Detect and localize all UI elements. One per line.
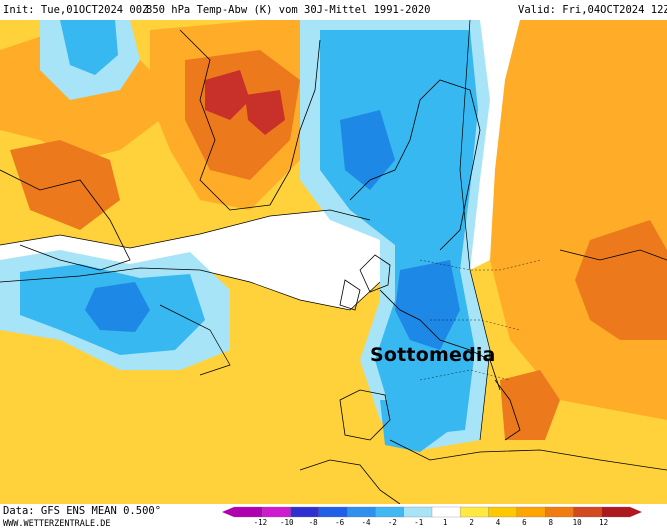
colorbar-cell [601, 506, 631, 518]
cold-iberia [380, 400, 450, 452]
cold-atlantic-trough-core [85, 282, 150, 332]
zero-contours [0, 20, 491, 441]
colorbar-tick-label: -6 [335, 518, 345, 527]
colorbar-tick-label: 8 [548, 518, 554, 527]
colorbar-cell [544, 506, 574, 518]
colorbar-cell [573, 506, 603, 518]
colorbar-cell [488, 506, 518, 518]
colorbar-cell [375, 506, 405, 518]
colorbar-cell [460, 506, 490, 518]
warm-russia-strong [575, 220, 667, 340]
colorbar-tick-label: 12 [599, 518, 609, 527]
colorbar-max-arrow [630, 507, 642, 517]
colorbar-tick-label: -2 [387, 518, 397, 527]
warm-canada [10, 140, 120, 230]
chart-title: 850 hPa Temp-Abw (K) vom 30J-Mittel 1991… [146, 4, 431, 16]
colorbar-tick-label: -4 [361, 518, 371, 527]
colorbar-cell [516, 506, 546, 518]
colorbar-cell [318, 506, 348, 518]
colorbar-tick-label: -10 [280, 518, 294, 527]
colorbar-cell [290, 506, 320, 518]
colorbar-tick-label: 10 [572, 518, 582, 527]
colorbar-tick-label: -12 [253, 518, 268, 527]
colorbar [222, 506, 642, 518]
colorbar-cell [262, 506, 292, 518]
colorbar-tick-label: 6 [522, 518, 527, 527]
colorbar-min-arrow [222, 507, 234, 517]
data-source: Data: GFS ENS MEAN 0.500° [3, 505, 162, 517]
colorbar-cell [346, 506, 376, 518]
init-time: Init: Tue,01OCT2024 00Z [3, 4, 149, 16]
warm-eastern-med [500, 370, 560, 440]
below-average-annotation: Sottomedia [370, 344, 496, 366]
borders [419, 259, 541, 381]
warm-greenland-hot [205, 70, 285, 135]
website-link[interactable]: WWW.WETTERZENTRALE.DE [3, 519, 111, 529]
colorbar-tick-label: 1 [442, 518, 448, 527]
colorbar-cell [431, 506, 461, 518]
neutral-band-atlantic [0, 210, 400, 310]
colorbar-tick-label: -8 [308, 518, 318, 527]
colorbar-tick-label: 2 [469, 518, 474, 527]
colorbar-tick-label: -1 [414, 518, 424, 527]
map-canvas [0, 20, 667, 504]
valid-time: Valid: Fri,04OCT2024 12Z [518, 4, 667, 16]
colorbar-cell [233, 506, 263, 518]
colorbar-cell [403, 506, 433, 518]
anomaly-map [0, 20, 667, 504]
coastlines [0, 29, 667, 504]
header-bar: Init: Tue,01OCT2024 00Z 850 hPa Temp-Abw… [0, 0, 667, 20]
colorbar-tick-label: 4 [495, 518, 501, 527]
cold-labrador-mid [60, 20, 118, 75]
cold-central-core [340, 110, 460, 350]
